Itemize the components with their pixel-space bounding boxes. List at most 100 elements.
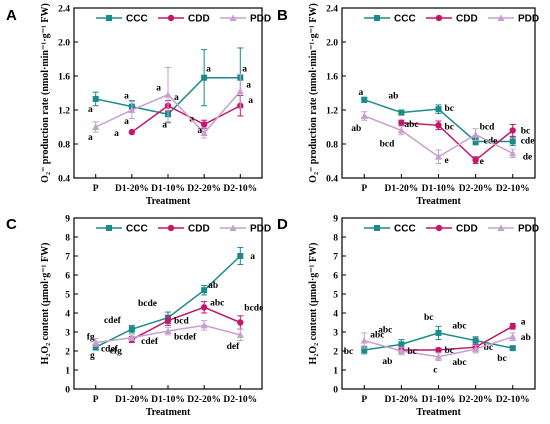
panel-a: A 0.4 0.8 1.2 1.6 2.0 2.4 P D1-20% D1-10% D2-20% D2… — [6, 3, 271, 207]
data-point — [201, 74, 208, 81]
data-point — [472, 337, 479, 344]
y-axis-title: O₂⁻ production rate (nmol·min⁻¹·g⁻¹ FW) — [40, 3, 51, 183]
significance-label: abc — [210, 298, 224, 308]
y-tick-label: 2.4 — [326, 4, 338, 14]
legend-label: PDD — [518, 14, 539, 25]
y-tick-label: 1.6 — [326, 72, 338, 82]
data-point — [509, 138, 516, 145]
y-tick-label: 3 — [333, 328, 338, 338]
significance-label: bcdef — [174, 332, 197, 342]
data-point — [472, 345, 480, 353]
significance-label: a — [242, 65, 247, 75]
y-tick-label: 2.4 — [58, 4, 70, 14]
y-tick-label: 0.4 — [326, 174, 338, 184]
y-tick-label: 2.0 — [326, 38, 338, 48]
significance-label: g — [90, 351, 95, 361]
significance-label: a — [88, 133, 93, 143]
significance-label: cdef — [104, 316, 122, 326]
series-line — [401, 122, 514, 162]
data-point — [164, 327, 172, 335]
legend-marker — [497, 224, 505, 231]
significance-label: bc — [407, 347, 417, 357]
legend-label: CDD — [456, 14, 478, 25]
x-axis-title: Treatment — [416, 196, 461, 207]
significance-label: ab — [388, 92, 398, 102]
significance-label: bcd — [380, 139, 396, 149]
legend-marker — [106, 15, 112, 21]
x-axis-title: Treatment — [146, 407, 191, 418]
data-point — [509, 127, 516, 134]
x-tick-label: P — [361, 184, 367, 194]
x-tick-label: D1-20% — [384, 184, 418, 194]
legend-marker — [167, 14, 175, 22]
legend-label: CCC — [126, 224, 148, 235]
y-tick-label: 8 — [65, 233, 70, 243]
data-point — [472, 156, 479, 164]
legend-marker — [229, 224, 237, 231]
y-tick-label: 2.0 — [58, 38, 70, 48]
data-point — [236, 87, 244, 95]
data-point — [200, 129, 208, 136]
x-tick-label: D2-10% — [223, 395, 257, 405]
data-point — [128, 106, 136, 113]
legend-label: CCC — [394, 224, 416, 235]
x-tick-label: P — [93, 184, 99, 194]
legend-marker — [374, 15, 380, 21]
x-tick-label: P — [361, 395, 367, 405]
data-point — [397, 347, 405, 354]
significance-label: bcd — [174, 317, 190, 327]
significance-label: e — [480, 157, 484, 167]
plot-frame — [73, 217, 263, 390]
legend-marker — [374, 225, 380, 231]
legend: CCC CDD PDD — [364, 224, 539, 235]
significance-label: bc — [497, 354, 507, 364]
legend: CCC CDD PDD — [364, 14, 539, 25]
panel-letter: C — [6, 216, 17, 233]
y-tick-label: 4 — [333, 309, 338, 319]
data-point — [128, 128, 136, 136]
y-tick-label: 4 — [65, 309, 70, 319]
significance-label: ab — [521, 333, 531, 343]
x-tick-label: D2-20% — [459, 395, 493, 405]
y-tick-label: 0.8 — [58, 140, 70, 150]
y-tick-label: 1 — [333, 366, 338, 376]
data-point — [200, 321, 208, 329]
x-tick-label: D1-10% — [151, 184, 185, 194]
significance-label: cdef — [141, 337, 159, 347]
data-point — [509, 333, 517, 340]
x-tick-label: D1-20% — [115, 395, 149, 405]
y-tick-label: 7 — [333, 252, 338, 262]
y-tick-label: 3 — [65, 328, 70, 338]
significance-label: bc — [445, 346, 455, 356]
data-point — [237, 253, 244, 259]
significance-label: bc — [445, 104, 455, 114]
significance-label: e — [445, 156, 449, 166]
significance-label: a — [88, 105, 93, 115]
x-tick-label: D1-10% — [422, 395, 456, 405]
data-point — [200, 121, 208, 128]
y-tick-label: 0.4 — [58, 174, 70, 184]
data-point — [435, 122, 442, 129]
significance-label: abc — [404, 120, 418, 130]
x-tick-label: D2-10% — [496, 184, 530, 194]
significance-label: ab — [208, 281, 218, 291]
x-tick-label: P — [93, 395, 99, 405]
x-tick-label: D2-20% — [187, 395, 221, 405]
y-tick-label: 2 — [65, 347, 70, 357]
legend-label: PDD — [250, 14, 271, 25]
significance-label: fg — [87, 332, 95, 342]
significance-label: abc — [452, 358, 466, 368]
x-tick-label: D2-10% — [223, 184, 257, 194]
panel-letter: A — [6, 7, 17, 24]
y-tick-label: 5 — [333, 290, 338, 300]
significance-label: a — [162, 120, 167, 130]
x-tick-label: D2-20% — [459, 184, 493, 194]
data-point — [361, 347, 368, 354]
legend-marker — [435, 224, 443, 232]
data-point — [435, 106, 442, 113]
data-point — [509, 149, 517, 157]
data-point — [434, 353, 443, 360]
significance-label: bcde — [138, 299, 157, 309]
